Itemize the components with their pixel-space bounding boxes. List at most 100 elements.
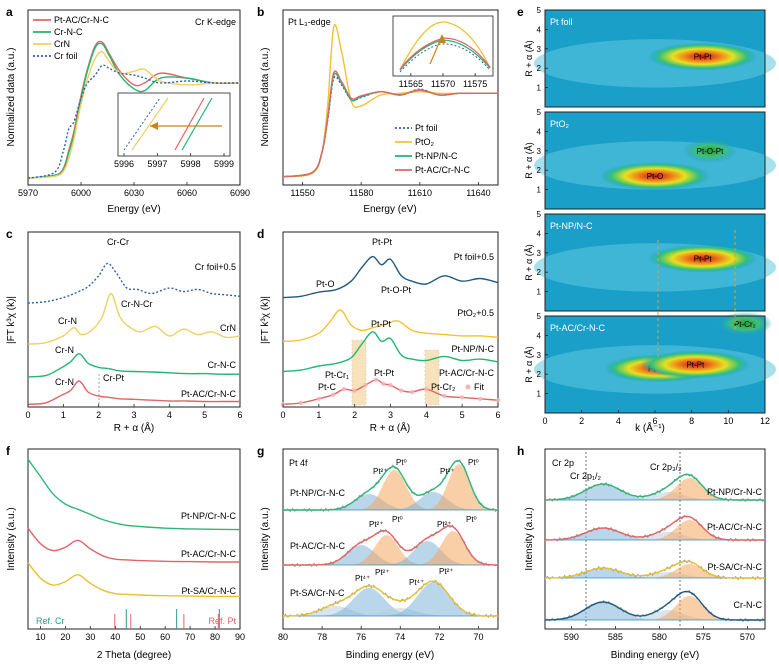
f-tick-label-5: 60 [160, 632, 170, 642]
peak-label-d-pt-cr1: Pt-Cr₁ [325, 370, 349, 380]
wavelet-ytick-label-1-2: 3 [537, 147, 542, 156]
c-tick-label-4: 4 [167, 410, 172, 420]
g-spec-peak-0-3 [283, 464, 498, 510]
series-label-h-0: Pt-NP/Cr-N-C [707, 487, 762, 497]
y-label-c: |FT k³χ (k)| [6, 296, 17, 344]
g-tick-label-1: 78 [317, 632, 327, 642]
inset-line-foil-a [123, 97, 161, 151]
g-spec-peak-1-3 [283, 531, 498, 565]
e-tick-label-0: 0 [542, 416, 547, 426]
b-tick-label-1: 11580 [349, 188, 373, 198]
g-spec-envelope-0 [283, 459, 498, 511]
peak-label-g-6: Pt²⁺ [437, 520, 451, 529]
h-spec-envelope-1 [545, 515, 765, 541]
wavelet-feature-label-1-0: Pt-O-Pt [697, 147, 724, 156]
series-lines-a [27, 40, 241, 179]
legend-text-b-3: Pt-AC/Cr-N-C [415, 165, 470, 175]
panel-label-f: f [6, 444, 11, 458]
series-label-c-ptac: Pt-AC/Cr-N-C [181, 389, 236, 399]
x-label-b: Energy (eV) [363, 204, 416, 215]
axes-frame-f [27, 448, 241, 630]
h-spec-peak-3-2 [545, 596, 765, 620]
wavelet-name-0: Pt foil [550, 17, 573, 27]
series-lines-c [27, 262, 241, 405]
peak-label-cr-n-cr: Cr-N-Cr [121, 299, 153, 309]
axes-frame-g [282, 448, 499, 630]
inset-frame-b [392, 15, 494, 77]
wavelet-feature-2-0 [647, 244, 758, 273]
series-label-h-1: Pt-AC/Cr-N-C [707, 522, 762, 532]
wavelet-ytick-label-0-0: 1 [537, 84, 542, 93]
wavelet-frame-0 [544, 9, 766, 108]
fit-point-8 [381, 381, 386, 386]
inset-frame-a [117, 92, 231, 157]
x-label-a: Energy (eV) [107, 204, 160, 215]
d-tick-label-4: 4 [424, 410, 429, 420]
legend-text-a-3: Cr foil [54, 51, 78, 61]
series-label-d-ptac: Pt-AC/Cr-N-C [439, 368, 494, 378]
series-label-c-crnc: Cr-N-C [208, 360, 237, 370]
h-spec-envelope-2 [544, 560, 765, 579]
g-spec-envelope-1 [283, 525, 498, 566]
wavelet-ytick-label-2-0: 1 [537, 288, 542, 297]
c-tick-label-3: 3 [131, 410, 136, 420]
f-tick-label-4: 50 [135, 632, 145, 642]
wavelet-ytick-label-0-3: 4 [537, 25, 542, 34]
g-tick-label-3: 74 [395, 632, 405, 642]
x-ticks-b: 11550 11580 11610 11640 [290, 182, 491, 198]
wavelet-feature-1-1 [600, 162, 710, 191]
peak-label-g-1: Pt⁰ [396, 458, 407, 467]
wavelet-ytick-label-1-0: 1 [537, 186, 542, 195]
element-title-g: Pt 4f [289, 458, 308, 468]
legend-text-a-0: Pt-AC/Cr-N-C [54, 15, 109, 25]
b-inset-tick-label-1: 11570 [431, 79, 455, 89]
fit-point-14 [459, 395, 465, 400]
peak-label-d-pt-pt-1: Pt-Pt [372, 237, 393, 247]
peak-label-g-9: Pt²⁺ [375, 568, 389, 577]
series-label-f-0: Pt-NP/Cr-N-C [181, 511, 236, 521]
legend-text-b-0: Pt foil [415, 123, 438, 133]
g-spec-peak-1-1 [283, 535, 498, 565]
peak-label-g-7: Pt⁰ [466, 515, 477, 524]
a-tick-label-1: 6000 [71, 188, 91, 198]
fit-point-3 [330, 392, 336, 397]
wavelet-frame-1 [544, 111, 766, 210]
g-tick-label-0: 80 [278, 632, 288, 642]
wavelet-ytick-label-1-3: 4 [537, 127, 542, 136]
d-tick-label-1: 1 [316, 410, 321, 420]
f-tick-label-0: 10 [35, 632, 45, 642]
wavelet-feature-1-0 [682, 138, 738, 163]
y-label-g: Intensity (a.u.) [260, 507, 271, 570]
axes-frame-b [282, 9, 499, 186]
g-tick-label-4: 72 [434, 632, 444, 642]
f-tick-label-6: 70 [185, 632, 195, 642]
legend-text-a-2: CrN [54, 39, 70, 49]
x-label-h: Binding energy (eV) [611, 650, 699, 661]
h-tick-label-2: 580 [652, 632, 667, 642]
inset-line-crn-a [131, 97, 169, 151]
peak-label-g-3: Pt⁰ [468, 458, 479, 467]
h-spec-peak-2-2 [545, 564, 765, 578]
g-spec-peak-0-1 [283, 470, 498, 510]
a-lines-series-2 [27, 51, 241, 179]
series-lines-b [282, 24, 498, 178]
h-spec-peak-3-0 [545, 602, 765, 620]
c-lines-series-0 [27, 262, 241, 304]
panel-label-h: h [517, 444, 524, 458]
peak-label-h-1: Cr 2p₃/₂ [650, 462, 682, 472]
peak-label-g-11: Pt²⁺ [439, 567, 453, 576]
a-inset-tick-label-2: 5998 [181, 159, 201, 169]
b-inset-tick-label-0: 11565 [399, 79, 423, 89]
g-spec-peak-2-3 [283, 582, 498, 616]
d-lines-series-2 [282, 331, 499, 373]
f-lines-series-2 [27, 562, 241, 598]
wavelet-ytick-label-2-2: 3 [537, 249, 542, 258]
panel-b: b Pt L₃-edge 11565 11570 11575 Pt foil PtO… [257, 5, 499, 215]
inset-line-ptac-b [399, 37, 491, 70]
wavelet-ytick-label-2-4: 5 [537, 210, 542, 219]
x-ticks-f: 10 20 30 40 50 60 70 80 90 [35, 626, 245, 642]
wavelet-ylabel-2: R + α (Å) [524, 244, 534, 280]
a-lines-series-1 [27, 42, 241, 179]
b-tick-label-0: 11550 [290, 188, 314, 198]
